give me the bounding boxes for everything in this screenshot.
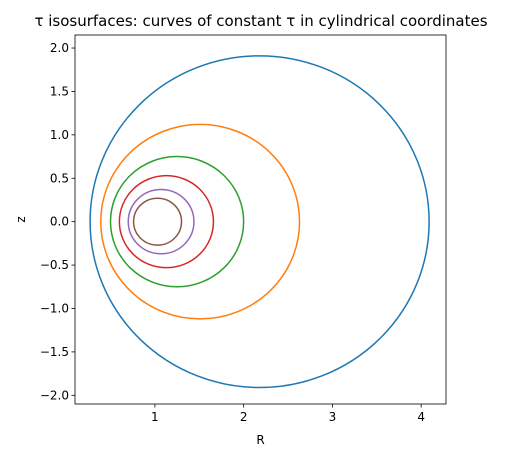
x-tick-label: 1 xyxy=(151,410,159,424)
tau-curve-2 xyxy=(99,123,301,320)
plot-area xyxy=(89,55,430,389)
y-tick-label: 2.0 xyxy=(50,41,69,55)
tau-curve-6 xyxy=(132,197,183,246)
x-axis: 1 2 3 4 xyxy=(151,404,425,424)
y-tick-label: −0.5 xyxy=(40,258,69,272)
chart-title: τ isosurfaces: curves of constant τ in c… xyxy=(34,12,487,30)
tau-curve-4 xyxy=(118,174,215,269)
y-tick-label: −1.5 xyxy=(40,345,69,359)
tau-curve-5 xyxy=(127,188,195,255)
x-tick-label: 3 xyxy=(329,410,337,424)
x-tick-label: 2 xyxy=(240,410,248,424)
y-tick-label: 1.5 xyxy=(50,84,69,98)
x-tick-label: 4 xyxy=(417,410,425,424)
y-tick-label: −2.0 xyxy=(40,388,69,402)
y-axis-label: z xyxy=(14,216,28,222)
x-axis-label: R xyxy=(256,433,264,447)
tau-curve-1 xyxy=(89,55,430,389)
y-tick-label: 0.0 xyxy=(50,215,69,229)
axes-frame xyxy=(74,34,447,405)
y-tick-label: 0.5 xyxy=(50,171,69,185)
y-tick-label: 1.0 xyxy=(50,128,69,142)
y-axis: −2.0 −1.5 −1.0 −0.5 0.0 0.5 1.0 1.5 2.0 xyxy=(40,41,75,402)
y-tick-label: −1.0 xyxy=(40,301,69,315)
tau-curve-3 xyxy=(109,155,245,288)
